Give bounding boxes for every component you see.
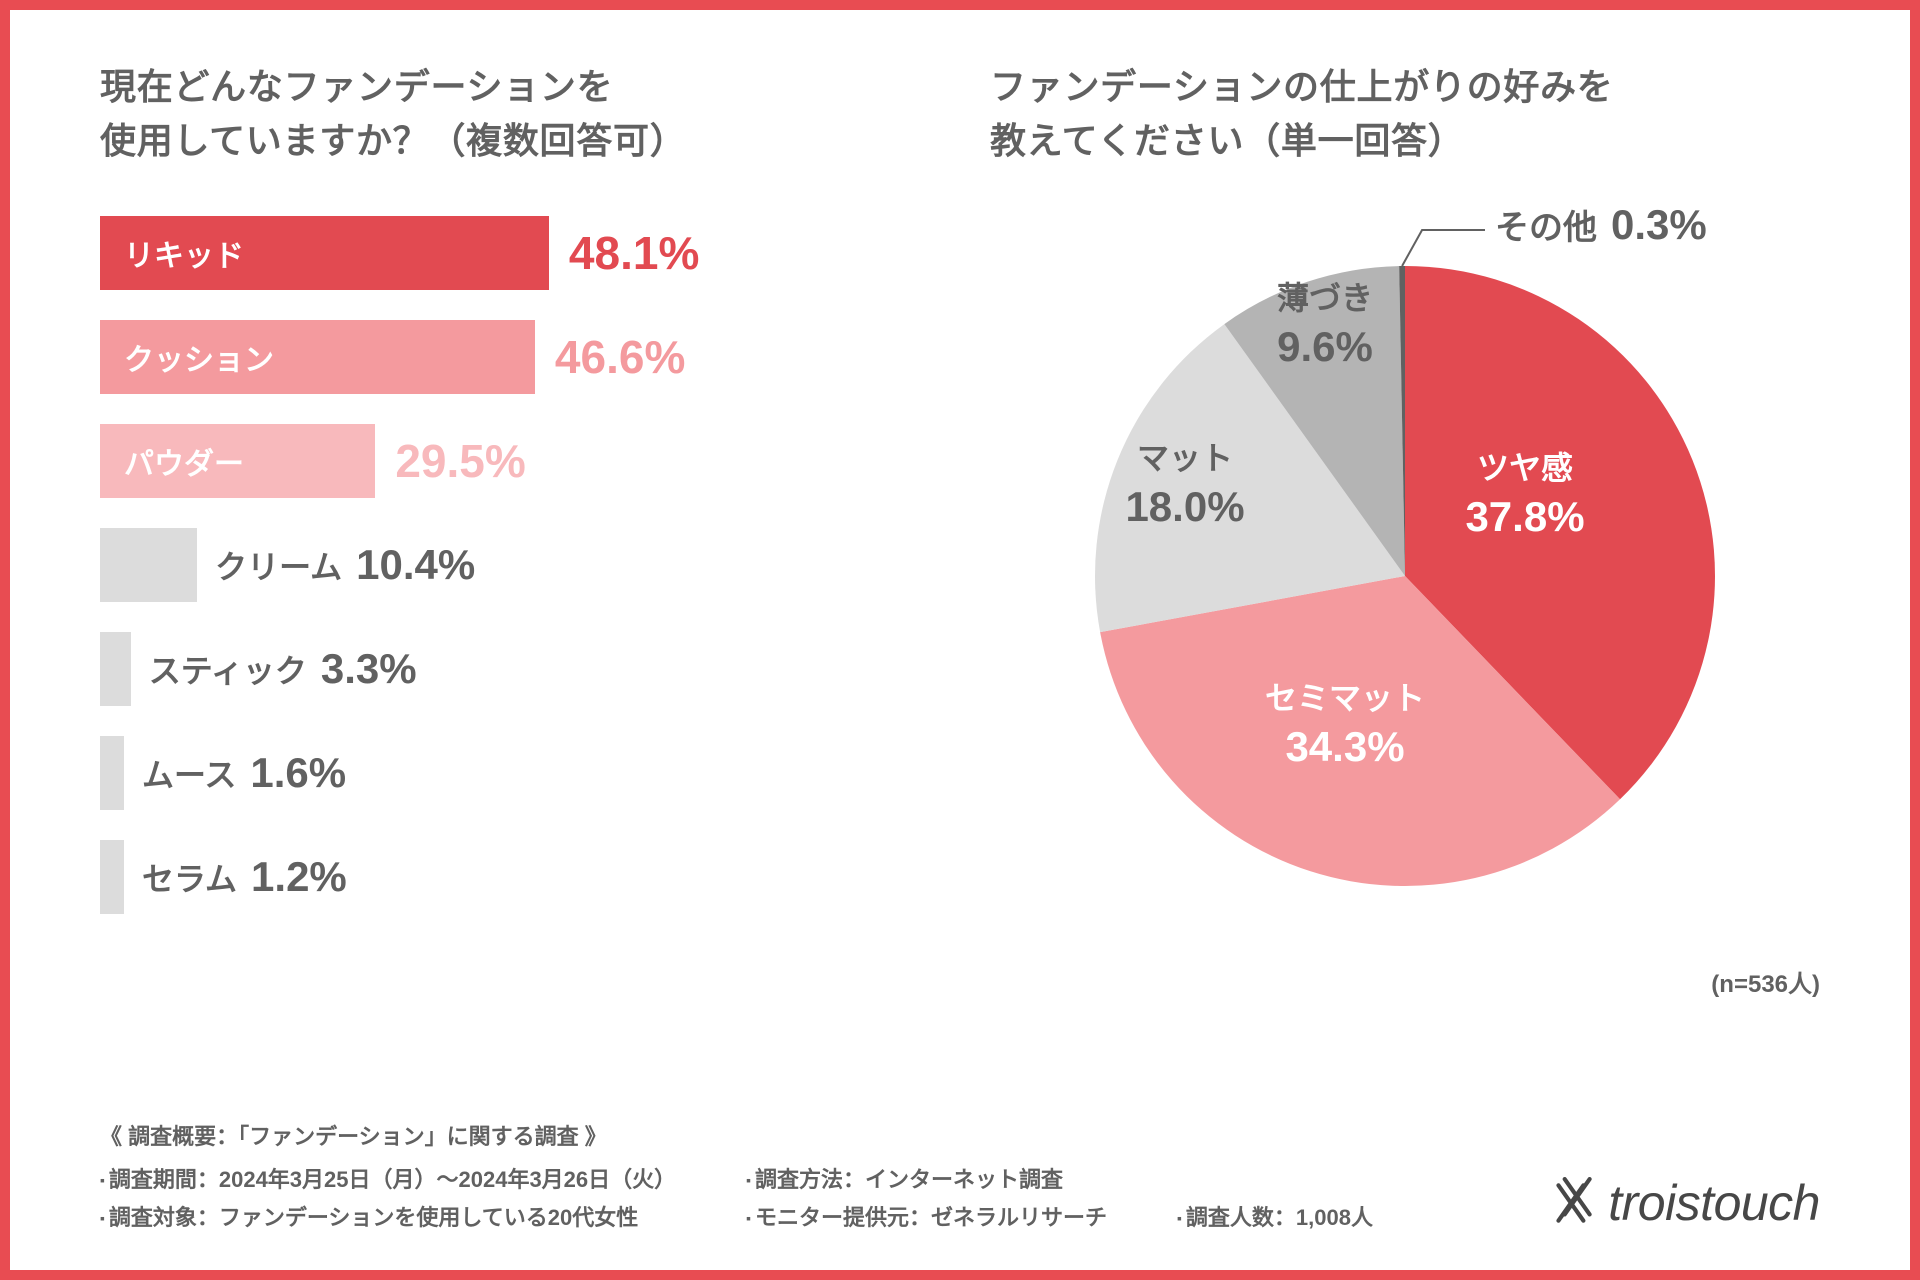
bar [100,528,197,602]
survey-meta-line: 調査人数：1,008人 [1177,1199,1373,1236]
infographic-frame: 現在どんなファンデーションを使用していますか？（複数回答可） リキッド 48.1%… [0,0,1920,1280]
bar-row: クッション 46.6% [100,320,930,394]
bar-value: 46.6% [555,330,685,384]
bar-chart: リキッド 48.1% クッション 46.6% パウダー 29.5% クリーム 10.4% スティ… [100,216,930,914]
pie-chart: ツヤ感37.8%セミマット34.3%マット18.0%薄づき9.6%その他0.3% [1045,216,1765,936]
bar-value: 10.4% [356,541,475,589]
bar-row: セラム 1.2% [100,840,930,914]
pie-label: マット18.0% [1125,438,1244,534]
survey-meta-col-2: 調査方法：インターネット調査モニター提供元：ゼネラルリサーチ [746,1161,1107,1236]
bar: パウダー [100,424,375,498]
sample-size-note: (n=536人) [990,964,1820,999]
pie-chart-title: ファンデーションの仕上がりの好みを教えてください（単一回答） [990,60,1820,168]
survey-meta-line: モニター提供元：ゼネラルリサーチ [746,1199,1107,1236]
bar-row: リキッド 48.1% [100,216,930,290]
bar-chart-panel: 現在どんなファンデーションを使用していますか？（複数回答可） リキッド 48.1%… [100,60,930,1080]
pie-label: 薄づき9.6% [1277,278,1373,374]
survey-meta-col-3: 調査人数：1,008人 [1177,1199,1373,1236]
survey-meta-line: 調査期間：2024年3月25日（月）～2024年3月26日（火） [100,1161,676,1198]
bar-value: 29.5% [395,434,525,488]
bar-value: 3.3% [321,645,417,693]
logo-icon [1552,1177,1594,1229]
bar-row: ムース 1.6% [100,736,930,810]
bar-label: セラム [142,854,237,900]
pie-chart-panel: ファンデーションの仕上がりの好みを教えてください（単一回答） ツヤ感37.8% セ… [990,60,1820,1080]
survey-meta-line: 調査方法：インターネット調査 [746,1161,1107,1198]
bar-row: クリーム 10.4% [100,528,930,602]
pie-label: セミマット34.3% [1265,678,1425,774]
bar: クッション [100,320,535,394]
bar [100,632,131,706]
bar-row: パウダー 29.5% [100,424,930,498]
survey-meta-col-1: 調査期間：2024年3月25日（月）～2024年3月26日（火）調査対象：ファン… [100,1161,676,1236]
survey-summary: 《 調査概要：「ファンデーション」に関する調査 》 [100,1119,1820,1151]
bar-chart-title: 現在どんなファンデーションを使用していますか？（複数回答可） [100,60,930,168]
bar [100,736,124,810]
survey-meta-line: 調査対象：ファンデーションを使用している20代女性 [100,1199,676,1236]
bar-value: 48.1% [569,226,699,280]
bar-label: ムース [142,750,236,796]
bar-row: スティック 3.3% [100,632,930,706]
bar [100,840,124,914]
logo-text: troistouch [1608,1174,1820,1232]
bar-label: スティック [149,646,307,692]
bar-label: クリーム [215,542,342,588]
columns: 現在どんなファンデーションを使用していますか？（複数回答可） リキッド 48.1%… [100,60,1820,1080]
callout-line [1402,230,1485,266]
brand-logo: troistouch [1552,1174,1820,1232]
bar-value: 1.2% [251,853,347,901]
pie-callout: その他0.3% [1495,200,1707,249]
pie-label: ツヤ感37.8% [1465,448,1584,544]
bar-value: 1.6% [250,749,346,797]
bar: リキッド [100,216,549,290]
